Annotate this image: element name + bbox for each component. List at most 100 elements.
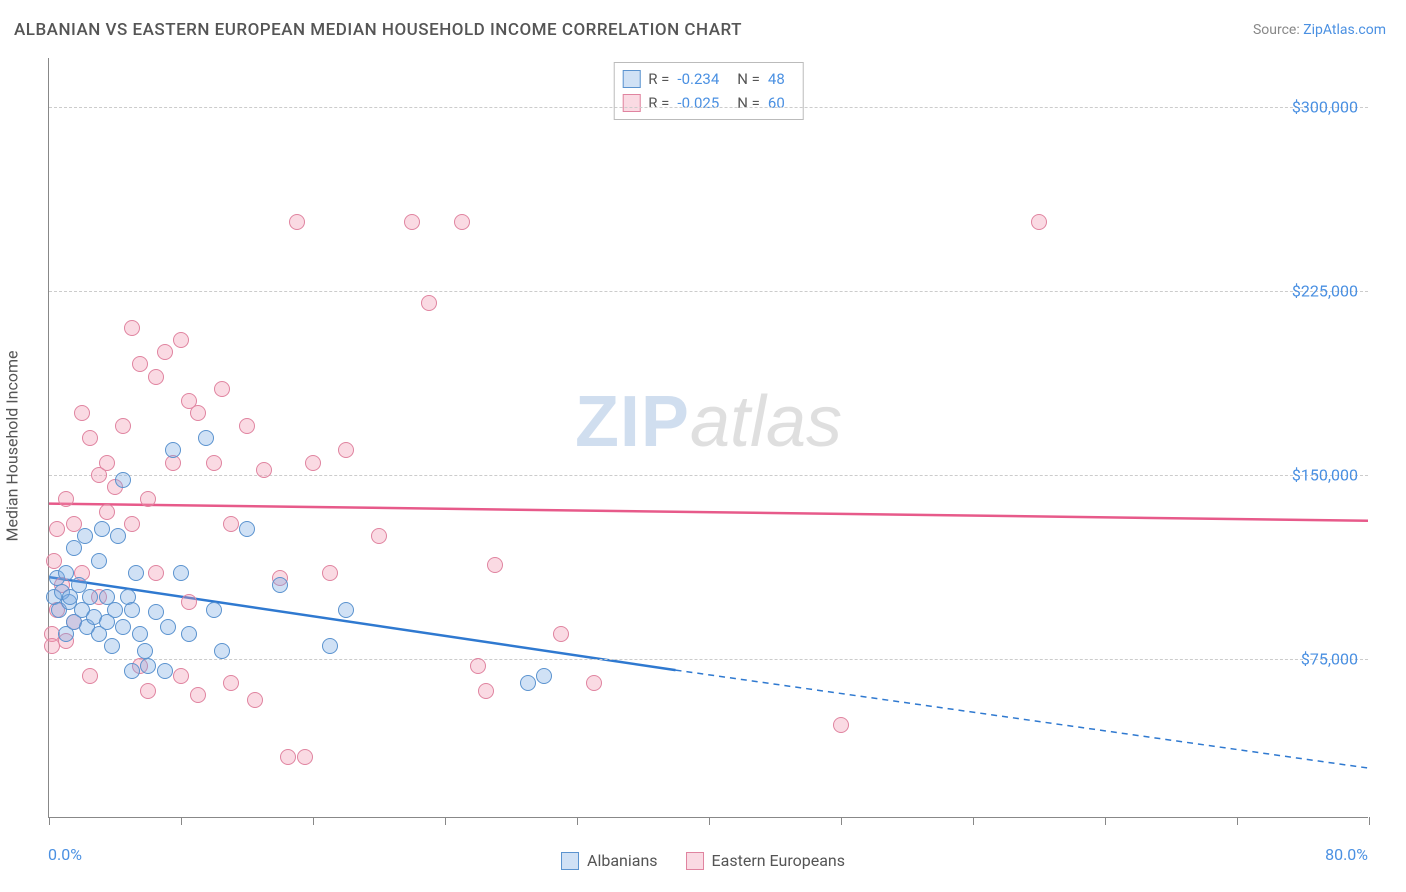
y-tick-label: $225,000 xyxy=(1292,281,1358,300)
swatch-albanians xyxy=(622,70,640,88)
data-point-eastern-europeans xyxy=(371,528,387,544)
data-point-albanians xyxy=(110,528,126,544)
n-label: N = xyxy=(737,91,760,115)
data-point-albanians xyxy=(338,602,354,618)
legend-item-albanians: Albanians xyxy=(561,851,658,870)
stats-row-eastern: R = -0.025 N = 60 xyxy=(622,91,795,115)
data-point-eastern-europeans xyxy=(256,462,272,478)
data-point-albanians xyxy=(128,565,144,581)
n-label: N = xyxy=(737,67,760,91)
data-point-eastern-europeans xyxy=(99,455,115,471)
data-point-albanians xyxy=(173,565,189,581)
swatch-eastern xyxy=(622,94,640,112)
data-point-eastern-europeans xyxy=(338,442,354,458)
data-point-albanians xyxy=(82,589,98,605)
legend: Albanians Eastern Europeans xyxy=(561,851,845,870)
data-point-eastern-europeans xyxy=(1031,214,1047,230)
watermark: ZIPatlas xyxy=(575,381,842,463)
watermark-zip: ZIP xyxy=(575,382,690,462)
data-point-eastern-europeans xyxy=(478,683,494,699)
data-point-eastern-europeans xyxy=(82,668,98,684)
x-tick xyxy=(709,817,710,825)
data-point-eastern-europeans xyxy=(132,356,148,372)
data-point-eastern-europeans xyxy=(148,565,164,581)
data-point-albanians xyxy=(181,626,197,642)
data-point-eastern-europeans xyxy=(140,683,156,699)
data-point-albanians xyxy=(165,442,181,458)
data-point-albanians xyxy=(272,577,288,593)
source-link[interactable]: ZipAtlas.com xyxy=(1303,22,1386,38)
data-point-eastern-europeans xyxy=(99,504,115,520)
plot-area: ZIPatlas R = -0.234 N = 48 R = -0.025 N … xyxy=(48,58,1368,818)
gridline xyxy=(49,107,1368,108)
y-tick-label: $300,000 xyxy=(1292,98,1358,117)
data-point-eastern-europeans xyxy=(586,675,602,691)
data-point-eastern-europeans xyxy=(181,594,197,610)
data-point-eastern-europeans xyxy=(157,344,173,360)
y-tick-label: $150,000 xyxy=(1292,465,1358,484)
data-point-eastern-europeans xyxy=(49,521,65,537)
data-point-eastern-europeans xyxy=(140,491,156,507)
data-point-albanians xyxy=(66,540,82,556)
gridline xyxy=(49,475,1368,476)
x-tick xyxy=(313,817,314,825)
data-point-eastern-europeans xyxy=(553,626,569,642)
data-point-albanians xyxy=(206,602,222,618)
data-point-eastern-europeans xyxy=(206,455,222,471)
n-value-albanians: 48 xyxy=(768,67,785,91)
legend-swatch-eastern xyxy=(686,852,704,870)
data-point-albanians xyxy=(124,663,140,679)
data-point-albanians xyxy=(148,604,164,620)
data-point-albanians xyxy=(107,602,123,618)
data-point-albanians xyxy=(137,643,153,659)
data-point-eastern-europeans xyxy=(173,332,189,348)
data-point-albanians xyxy=(157,663,173,679)
data-point-eastern-europeans xyxy=(190,687,206,703)
data-point-eastern-europeans xyxy=(115,418,131,434)
data-point-albanians xyxy=(536,668,552,684)
data-point-eastern-europeans xyxy=(833,717,849,733)
source-prefix: Source: xyxy=(1253,22,1303,38)
data-point-albanians xyxy=(94,521,110,537)
data-point-albanians xyxy=(239,521,255,537)
data-point-eastern-europeans xyxy=(124,516,140,532)
x-tick xyxy=(973,817,974,825)
data-point-albanians xyxy=(77,528,93,544)
x-tick xyxy=(445,817,446,825)
data-point-eastern-europeans xyxy=(280,749,296,765)
data-point-albanians xyxy=(140,658,156,674)
data-point-albanians xyxy=(58,565,74,581)
legend-swatch-albanians xyxy=(561,852,579,870)
r-value-eastern: -0.025 xyxy=(677,91,719,115)
x-axis-label-min: 0.0% xyxy=(48,845,82,864)
data-point-eastern-europeans xyxy=(305,455,321,471)
x-tick xyxy=(1369,817,1370,825)
data-point-eastern-europeans xyxy=(404,214,420,230)
data-point-eastern-europeans xyxy=(58,491,74,507)
stats-box: R = -0.234 N = 48 R = -0.025 N = 60 xyxy=(613,62,804,120)
legend-item-eastern: Eastern Europeans xyxy=(686,851,845,870)
data-point-albanians xyxy=(132,626,148,642)
x-tick xyxy=(1105,817,1106,825)
data-point-albanians xyxy=(214,643,230,659)
data-point-eastern-europeans xyxy=(82,430,98,446)
data-point-eastern-europeans xyxy=(421,295,437,311)
data-point-albanians xyxy=(198,430,214,446)
data-point-eastern-europeans xyxy=(454,214,470,230)
data-point-albanians xyxy=(91,553,107,569)
legend-label-albanians: Albanians xyxy=(587,851,658,870)
data-point-eastern-europeans xyxy=(289,214,305,230)
data-point-albanians xyxy=(124,602,140,618)
data-point-eastern-europeans xyxy=(487,557,503,573)
stats-row-albanians: R = -0.234 N = 48 xyxy=(622,67,795,91)
data-point-eastern-europeans xyxy=(148,369,164,385)
data-point-albanians xyxy=(160,619,176,635)
data-point-eastern-europeans xyxy=(239,418,255,434)
data-point-eastern-europeans xyxy=(297,749,313,765)
gridline xyxy=(49,291,1368,292)
chart-title: ALBANIAN VS EASTERN EUROPEAN MEDIAN HOUS… xyxy=(14,20,742,40)
data-point-albanians xyxy=(322,638,338,654)
r-label: R = xyxy=(648,91,669,115)
data-point-eastern-europeans xyxy=(214,381,230,397)
data-point-eastern-europeans xyxy=(322,565,338,581)
